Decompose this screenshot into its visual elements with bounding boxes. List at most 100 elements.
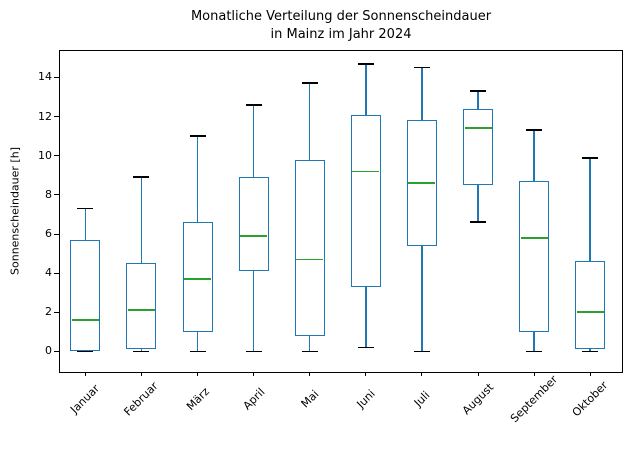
whisker-lower-august — [477, 185, 479, 223]
median-juni — [352, 170, 380, 173]
whisker-lower-mai — [308, 335, 311, 352]
cap-upper-august — [470, 90, 486, 92]
whisker-lower-oktober — [589, 349, 591, 352]
median-september — [520, 237, 548, 239]
whisker-upper-januar — [84, 208, 87, 240]
cap-lower-oktober — [582, 350, 599, 353]
x-tick-label-oktober: Oktober — [569, 378, 611, 420]
y-axis-tick-label: 6 — [45, 227, 52, 240]
cap-upper-februar — [133, 176, 150, 179]
cap-lower-juli — [413, 350, 430, 353]
box-januar — [70, 239, 101, 352]
median-mai — [296, 258, 324, 261]
x-tick-label-september: September — [507, 372, 561, 426]
y-axis-tick — [54, 350, 59, 352]
cap-lower-marz — [189, 350, 206, 353]
x-axis-tick — [197, 372, 198, 376]
whisker-upper-august — [477, 91, 479, 109]
x-tick-label-august: August — [459, 380, 497, 418]
y-axis-label: Sonnenscheindauer [h] — [8, 147, 22, 275]
plot-area: 0 2 4 6 8 10 12 14 Januar Februar März April Mai Juni… — [38, 50, 623, 425]
box-marz — [182, 222, 213, 332]
box-mai — [294, 159, 325, 336]
y-axis-tick — [54, 194, 59, 196]
y-axis-tick-label: 8 — [45, 187, 52, 201]
chart-title-line1: Monatliche Verteilung der Sonnenscheinda… — [190, 9, 492, 24]
x-axis-tick — [140, 372, 142, 376]
x-tick-label-januar: Januar — [68, 381, 103, 417]
whisker-upper-februar — [140, 177, 143, 264]
box-april — [238, 177, 269, 272]
whisker-lower-februar — [140, 349, 143, 352]
median-april — [240, 235, 268, 237]
x-tick-label-april: April — [240, 385, 268, 413]
x-axis-tick — [477, 372, 479, 376]
cap-lower-april — [245, 350, 262, 353]
y-axis-tick — [54, 116, 59, 118]
chart-title-line2: in Mainz im Jahr 2024 — [270, 27, 412, 42]
x-axis-tick — [589, 372, 591, 376]
box-oktober — [575, 261, 606, 350]
x-tick-label-marz: März — [183, 385, 212, 413]
median-oktober — [576, 311, 604, 314]
cap-lower-mai — [301, 350, 318, 353]
x-tick-label-mai: Mai — [298, 387, 322, 411]
x-axis-tick — [253, 372, 255, 376]
cap-lower-januar — [77, 350, 94, 353]
whisker-upper-april — [252, 104, 255, 178]
cap-lower-august — [470, 221, 486, 224]
whisker-upper-oktober — [589, 157, 591, 262]
median-juli — [408, 182, 436, 184]
median-marz — [184, 278, 211, 280]
whisker-lower-april — [252, 271, 255, 352]
y-axis-tick — [54, 155, 59, 157]
box-september — [519, 181, 550, 332]
cap-lower-februar — [133, 350, 150, 353]
whisker-lower-juli — [421, 245, 423, 352]
median-februar — [127, 309, 155, 312]
cap-upper-juni — [357, 62, 374, 65]
cap-upper-mai — [301, 82, 318, 85]
cap-upper-juli — [413, 66, 430, 69]
y-axis-tick-label: 0 — [45, 344, 52, 358]
cap-upper-marz — [189, 135, 206, 137]
cap-lower-september — [526, 350, 543, 353]
whisker-lower-marz — [196, 331, 199, 352]
whisker-upper-juni — [365, 63, 367, 115]
box-juni — [350, 114, 381, 287]
median-august — [464, 127, 492, 130]
y-axis-tick-label: 2 — [45, 305, 52, 319]
y-axis-tick — [54, 272, 59, 274]
x-tick-label-juni: Juni — [354, 387, 378, 411]
x-axis-tick — [84, 372, 86, 376]
cap-upper-januar — [77, 207, 94, 210]
cap-lower-juni — [357, 346, 374, 349]
box-juli — [406, 120, 437, 246]
whisker-lower-september — [533, 331, 535, 352]
x-tick-label-februar: Februar — [121, 379, 161, 419]
whisker-upper-mai — [308, 83, 311, 160]
y-axis-tick — [54, 76, 59, 78]
x-tick-label-juli: Juli — [411, 388, 433, 410]
y-axis-tick-label: 12 — [38, 109, 52, 123]
whisker-lower-juni — [365, 286, 367, 348]
y-axis-tick — [54, 311, 59, 313]
x-axis-tick — [533, 372, 535, 376]
chart-title: Monatliche Verteilung der Sonnenscheinda… — [59, 8, 623, 44]
whisker-upper-marz — [196, 136, 199, 223]
cap-upper-oktober — [582, 156, 599, 159]
whisker-upper-september — [533, 130, 535, 182]
cap-upper-april — [245, 103, 262, 106]
box-februar — [126, 263, 157, 350]
whisker-upper-juli — [421, 67, 423, 121]
median-januar — [71, 319, 99, 321]
y-axis-tick-label: 10 — [38, 148, 52, 162]
y-axis-tick-label: 4 — [45, 266, 52, 280]
y-axis-tick-label: 14 — [38, 70, 52, 84]
y-axis-tick — [54, 233, 59, 235]
x-axis-tick — [421, 372, 423, 376]
box-august — [463, 108, 493, 186]
x-axis-tick — [365, 372, 367, 376]
cap-upper-september — [526, 129, 543, 132]
